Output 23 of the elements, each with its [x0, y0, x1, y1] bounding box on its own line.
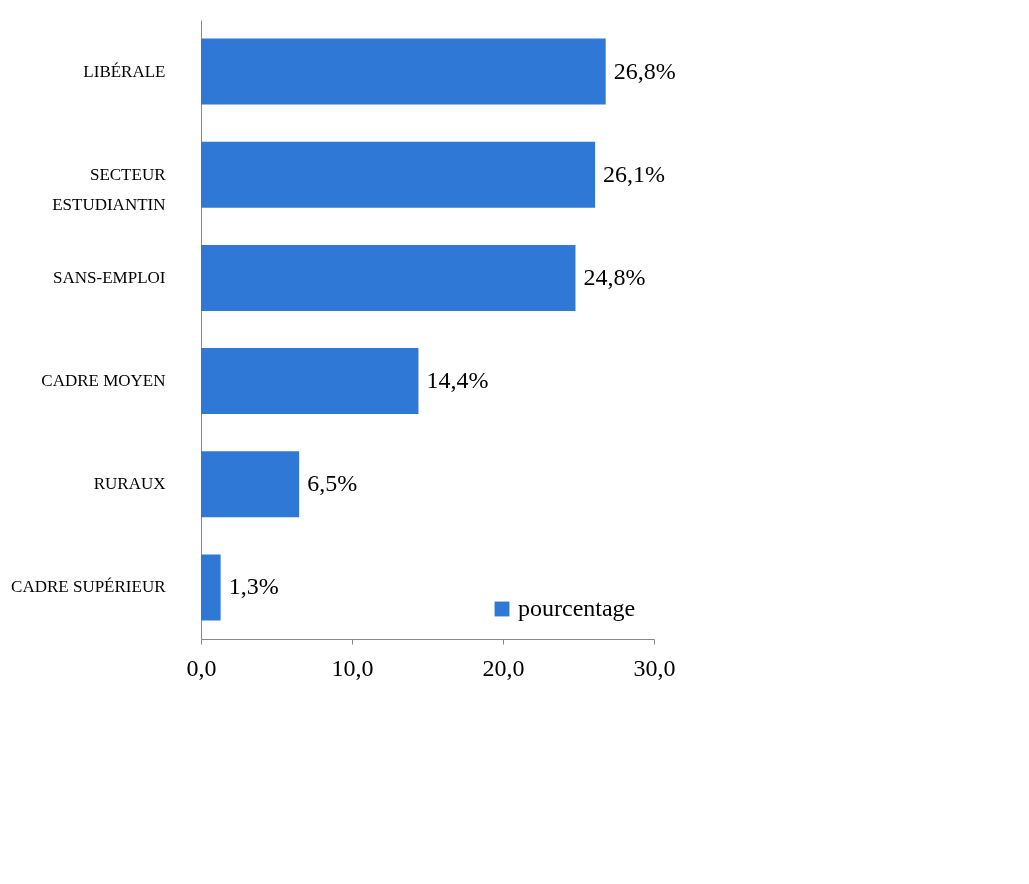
- bar: [201, 554, 221, 621]
- x-tick-label: 10,0: [331, 654, 374, 681]
- data-label: 26,1%: [603, 160, 666, 187]
- bar: [201, 348, 419, 415]
- bar: [201, 451, 300, 518]
- y-tick-label: LIBÉRALE: [83, 61, 166, 81]
- bar: [201, 244, 576, 311]
- x-tick-label: 20,0: [482, 654, 525, 681]
- y-tick-label: CADRE MOYEN: [41, 371, 166, 391]
- y-tick-label: RURAUX: [93, 474, 166, 494]
- y-tick-label: CADRE SUPÉRIEUR: [11, 577, 167, 597]
- legend-label: pourcentage: [518, 595, 636, 621]
- data-label: 26,8%: [613, 57, 676, 84]
- bar: [201, 141, 596, 208]
- bar: [201, 38, 606, 105]
- y-tick-label: SANS-EMPLOI: [53, 267, 166, 287]
- data-label: 6,5%: [307, 470, 358, 497]
- data-label: 1,3%: [228, 573, 279, 600]
- x-tick-label: 0,0: [186, 654, 217, 681]
- x-tick-label: 30,0: [633, 654, 676, 681]
- data-label: 14,4%: [426, 367, 489, 394]
- y-tick-label: SECTEUR ESTUDIANTIN: [52, 164, 167, 214]
- data-label: 24,8%: [583, 263, 646, 290]
